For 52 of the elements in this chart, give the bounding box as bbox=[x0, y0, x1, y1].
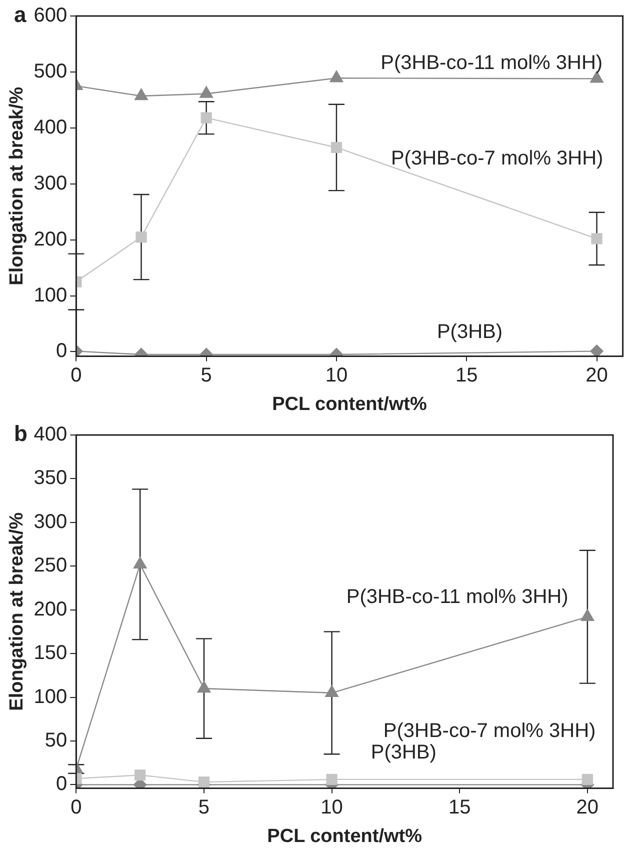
x-tick-label: 20 bbox=[586, 364, 608, 387]
chart-title: a bbox=[14, 2, 27, 28]
x-tick-label: 5 bbox=[200, 364, 212, 387]
y-tick-label: 400 bbox=[34, 424, 68, 446]
x-tick-label: 10 bbox=[325, 364, 348, 387]
y-tick-label: 100 bbox=[34, 284, 68, 306]
point bbox=[200, 86, 213, 98]
x-axis-title: PCL content/wt% bbox=[267, 826, 422, 847]
x-axis-title: PCL content/wt% bbox=[272, 394, 427, 415]
x-tick-label: 0 bbox=[70, 364, 82, 387]
point bbox=[134, 770, 146, 781]
point bbox=[330, 70, 344, 82]
series-label: P(3HB) bbox=[370, 741, 436, 764]
point bbox=[134, 88, 148, 100]
x-tick-label: 10 bbox=[320, 796, 343, 819]
series-label: P(3HB) bbox=[436, 320, 503, 343]
y-tick-label: 300 bbox=[34, 510, 68, 533]
point bbox=[326, 774, 338, 786]
x-tick-label: 0 bbox=[70, 796, 82, 819]
y-tick-label: 50 bbox=[44, 730, 68, 752]
series-label: P(3HB-co-7 mol% 3HH) bbox=[390, 147, 604, 170]
point bbox=[330, 142, 342, 154]
y-axis-title: Elongation at break/% bbox=[6, 512, 28, 711]
y-tick-label: 350 bbox=[34, 467, 68, 490]
y-tick-label: 0 bbox=[56, 340, 68, 362]
point bbox=[580, 609, 594, 621]
y-tick-label: 100 bbox=[34, 686, 68, 708]
point bbox=[133, 556, 147, 568]
y-tick-label: 400 bbox=[34, 116, 68, 138]
point bbox=[591, 233, 602, 244]
point bbox=[325, 685, 338, 698]
y-tick-label: 200 bbox=[34, 228, 68, 250]
y-tick-label: 500 bbox=[34, 60, 68, 82]
chart-title: b bbox=[14, 421, 28, 446]
series-label: P(3HB-co-7 mol% 3HH) bbox=[383, 720, 596, 742]
y-tick-label: 150 bbox=[34, 642, 68, 664]
y-tick-label: 200 bbox=[34, 598, 68, 620]
point bbox=[582, 774, 593, 786]
point bbox=[197, 680, 211, 693]
y-tick-label: 250 bbox=[34, 554, 68, 577]
point bbox=[136, 231, 147, 243]
y-tick-label: 300 bbox=[34, 172, 68, 194]
y-tick-label: 0 bbox=[56, 773, 68, 796]
point bbox=[200, 112, 212, 124]
x-tick-label: 15 bbox=[448, 796, 471, 819]
x-tick-label: 20 bbox=[576, 796, 599, 819]
series-label: P(3HB-co-11 mol% 3HH) bbox=[346, 586, 568, 608]
series-label: P(3HB-co-11 mol% 3HH) bbox=[380, 52, 603, 74]
y-tick-label: 600 bbox=[34, 4, 68, 27]
x-tick-label: 15 bbox=[455, 364, 478, 387]
x-tick-label: 5 bbox=[198, 796, 210, 819]
y-axis-title: Elongation at break/% bbox=[6, 86, 28, 286]
